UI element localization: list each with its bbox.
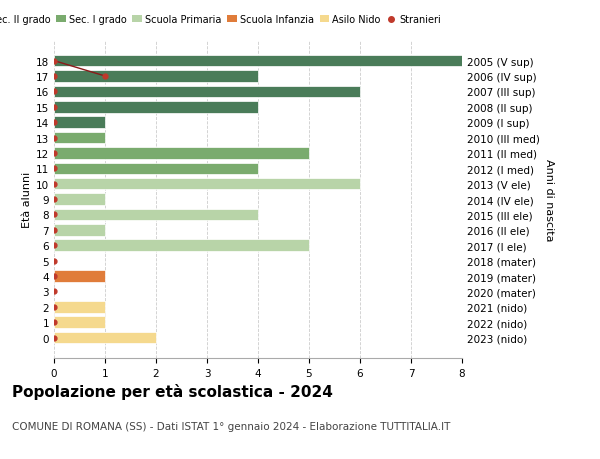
Bar bbox=[54, 148, 309, 159]
Bar bbox=[54, 163, 258, 175]
Bar bbox=[54, 209, 258, 221]
Text: Popolazione per età scolastica - 2024: Popolazione per età scolastica - 2024 bbox=[12, 383, 333, 399]
Bar bbox=[54, 240, 309, 252]
Bar bbox=[54, 102, 258, 113]
Bar bbox=[54, 86, 360, 98]
Text: COMUNE DI ROMANA (SS) - Dati ISTAT 1° gennaio 2024 - Elaborazione TUTTITALIA.IT: COMUNE DI ROMANA (SS) - Dati ISTAT 1° ge… bbox=[12, 421, 451, 431]
Legend: Sec. II grado, Sec. I grado, Scuola Primaria, Scuola Infanzia, Asilo Nido, Stran: Sec. II grado, Sec. I grado, Scuola Prim… bbox=[0, 11, 445, 29]
Bar bbox=[54, 317, 105, 328]
Bar bbox=[54, 332, 156, 344]
Bar bbox=[54, 117, 105, 129]
Bar bbox=[54, 179, 360, 190]
Bar bbox=[54, 194, 105, 206]
Bar bbox=[54, 271, 105, 282]
Bar bbox=[54, 224, 105, 236]
Bar bbox=[54, 56, 462, 67]
Y-axis label: Anni di nascita: Anni di nascita bbox=[544, 158, 554, 241]
Y-axis label: Età alunni: Età alunni bbox=[22, 172, 32, 228]
Bar bbox=[54, 71, 258, 83]
Bar bbox=[54, 302, 105, 313]
Bar bbox=[54, 133, 105, 144]
